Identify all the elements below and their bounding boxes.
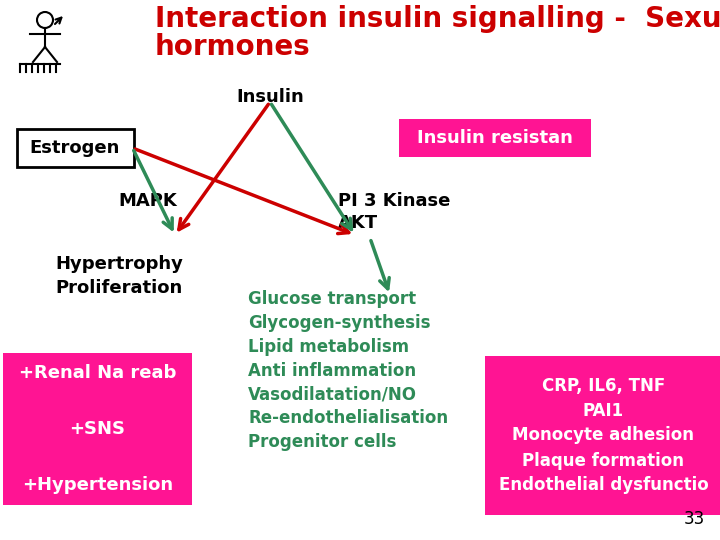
Text: CRP, IL6, TNF
PAI1
Monocyte adhesion
Plaque formation
Endothelial dysfunctio: CRP, IL6, TNF PAI1 Monocyte adhesion Pla… [499,376,708,495]
FancyBboxPatch shape [3,353,192,505]
Text: Estrogen: Estrogen [30,139,120,157]
Text: Interaction insulin signalling -  Sexual: Interaction insulin signalling - Sexual [155,5,720,33]
Text: +Renal Na reab

+SNS

+Hypertension: +Renal Na reab +SNS +Hypertension [19,364,176,494]
Text: Glucose transport
Glycogen-synthesis
Lipid metabolism
Anti inflammation
Vasodila: Glucose transport Glycogen-synthesis Lip… [248,290,448,451]
Text: hormones: hormones [155,33,311,61]
FancyBboxPatch shape [485,356,720,515]
Text: Insulin: Insulin [236,88,304,106]
Text: Insulin resistan: Insulin resistan [417,129,573,147]
Text: 33: 33 [684,510,705,528]
FancyBboxPatch shape [399,119,591,157]
Text: MAPK: MAPK [118,192,176,210]
FancyBboxPatch shape [17,129,133,167]
Text: PI 3 Kinase
AKT: PI 3 Kinase AKT [338,192,451,232]
Text: Hypertrophy
Proliferation: Hypertrophy Proliferation [55,255,183,296]
